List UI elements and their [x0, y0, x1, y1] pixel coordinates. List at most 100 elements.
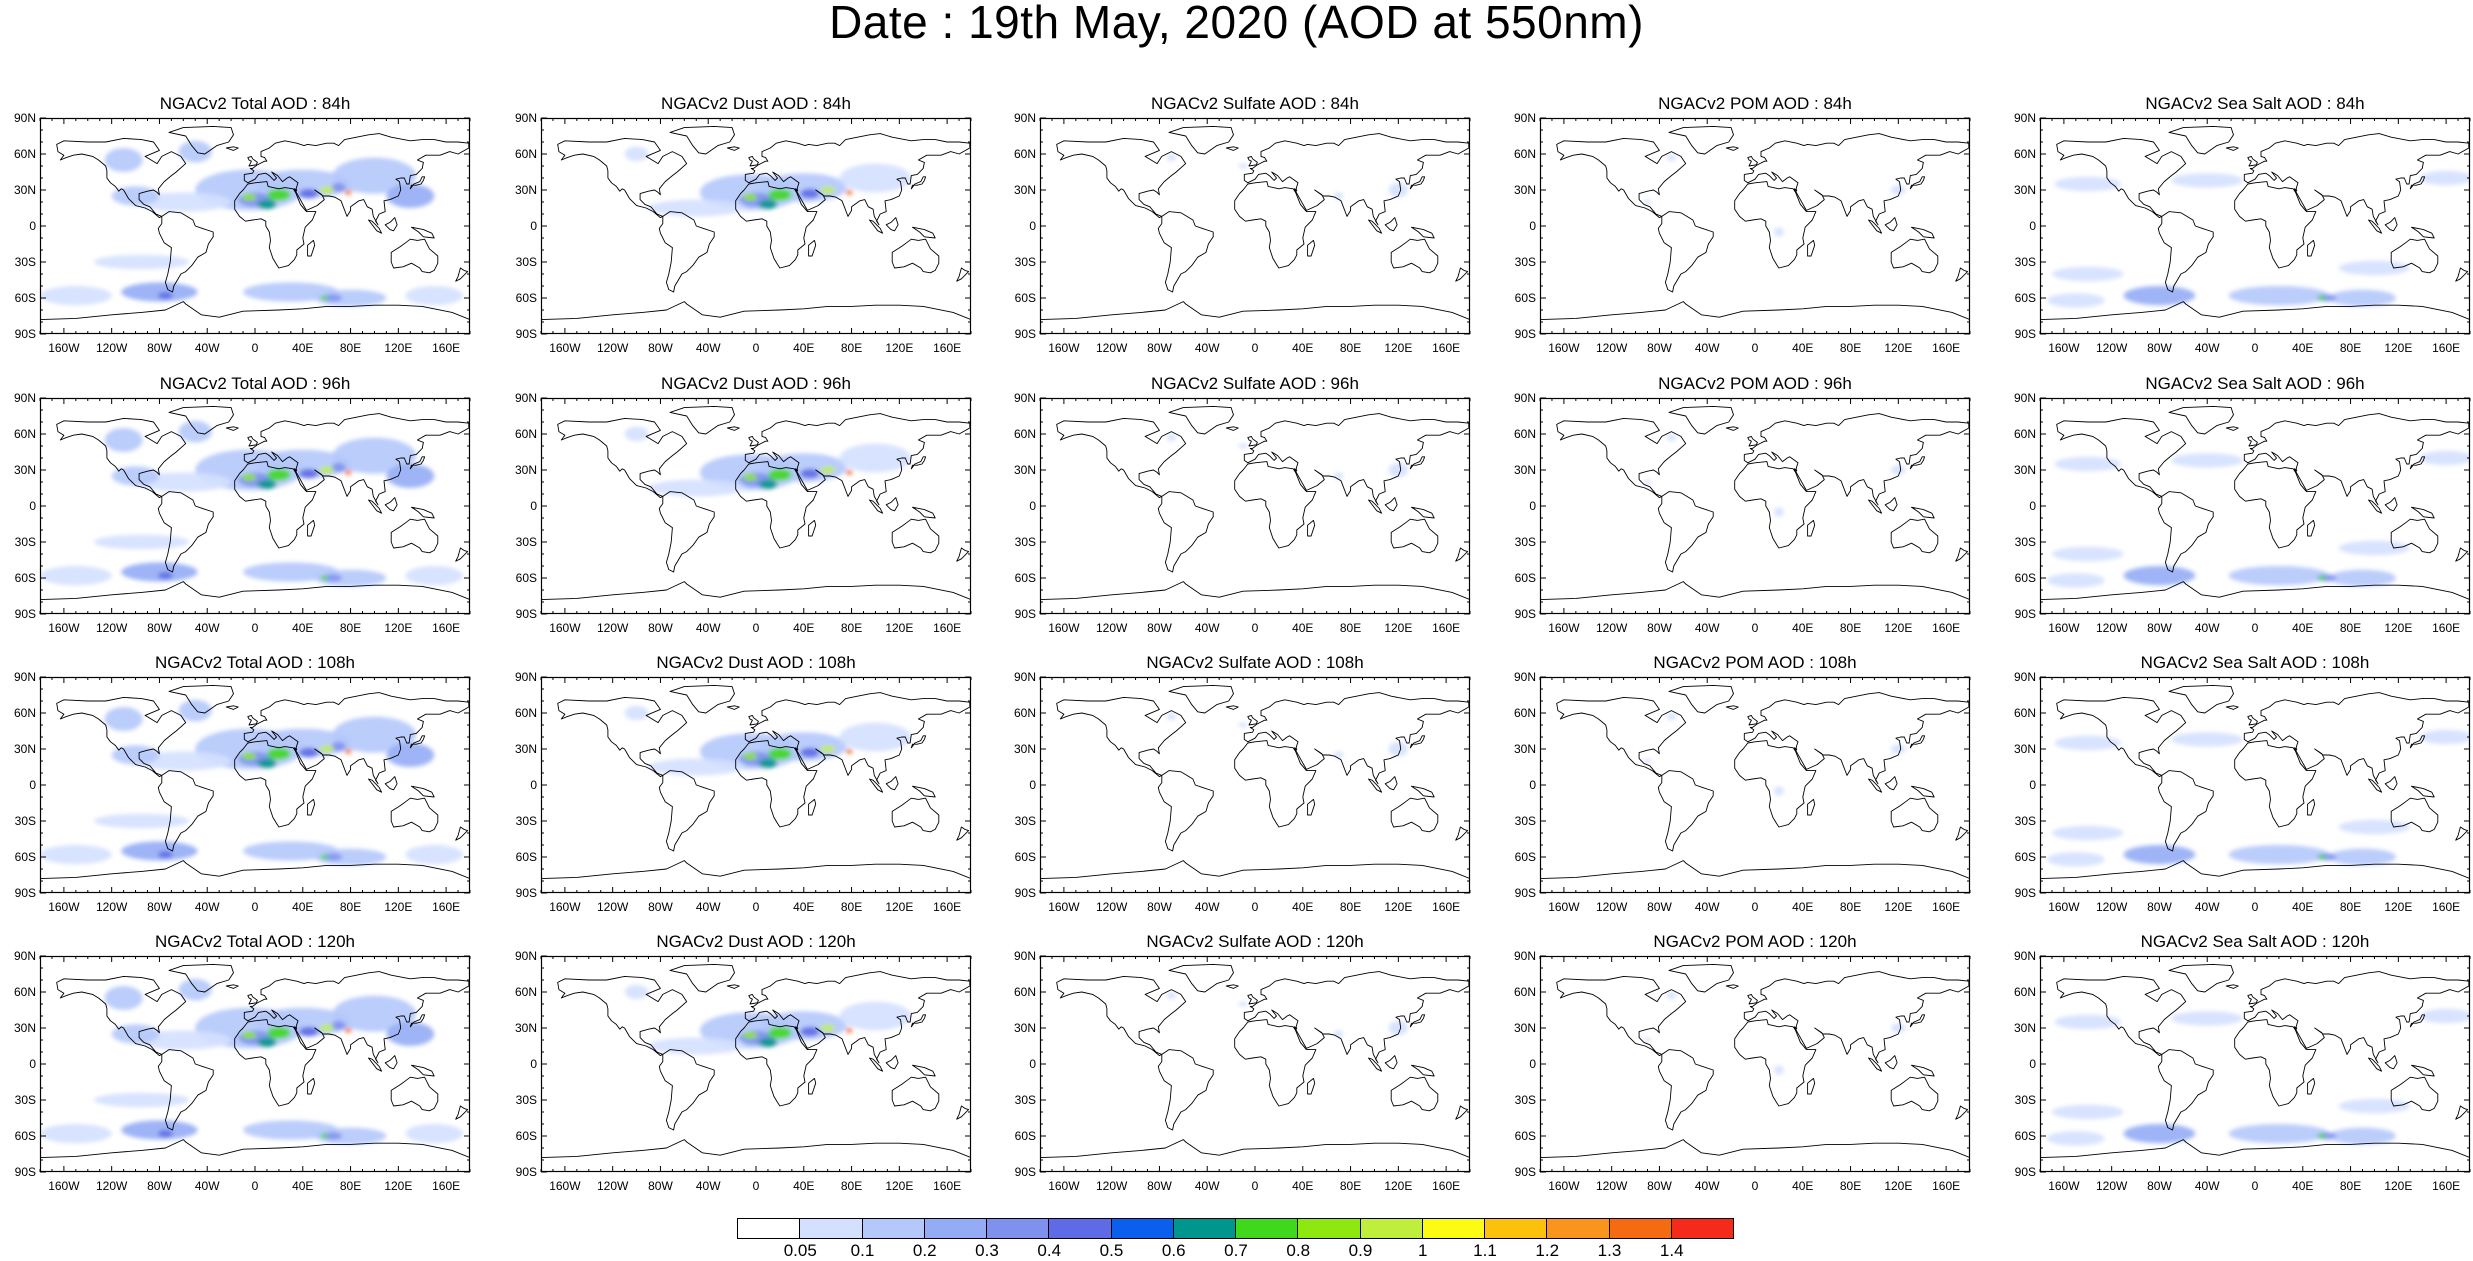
lon-tick-label: 120E [1884, 900, 1913, 914]
coastline-new-zealand [1955, 826, 1969, 841]
coastline-africa [735, 740, 818, 828]
aod-field-patch [104, 986, 143, 1010]
coastline-borneo [1884, 497, 1898, 512]
lon-tick-label: 120E [885, 621, 914, 635]
aod-field-patch [178, 420, 212, 443]
coastline-britain [2247, 993, 2258, 1005]
aod-field-patch [323, 574, 343, 582]
aod-field-patch [299, 1026, 319, 1037]
coastline-greenland [1168, 405, 1234, 435]
lon-tick-label: 160E [2432, 341, 2461, 355]
lon-tick-label: 160W [2048, 1179, 2080, 1193]
coastline-new-guinea [1411, 785, 1435, 798]
coastline-japan [1409, 176, 1426, 190]
coastline-antarctic-coast [1540, 860, 1970, 880]
lon-tick-label: 0 [1251, 341, 1259, 355]
lon-tick-label: 40E [2292, 621, 2314, 635]
aod-field-patch [178, 699, 212, 722]
lat-tick-label: 60S [1514, 291, 1536, 305]
aod-field-patch [93, 1092, 190, 1108]
lat-tick-label: 30N [2013, 742, 2036, 756]
coastline-arabia-sinai [2293, 188, 2298, 193]
lat-tick-label: 90S [1014, 327, 1036, 341]
lat-tick-label: 90N [1013, 949, 1036, 963]
colorbar-level-label: 0.8 [1286, 1241, 1311, 1260]
lat-tick-label: 0 [1529, 778, 1536, 792]
aod-field-patch [758, 199, 778, 210]
lon-tick-label: 160W [48, 1179, 80, 1193]
lon-tick-label: 120W [1595, 621, 1628, 635]
coastline-new-zealand [1455, 826, 1469, 841]
coastline-iceland [726, 146, 740, 151]
lat-tick-label: 90N [1513, 670, 1536, 684]
aod-field-patch [1891, 744, 1906, 754]
coastline-antarctic-coast [541, 860, 971, 880]
coastline-madagascar [2307, 519, 2316, 537]
lat-tick-label: 30S [14, 535, 36, 549]
lat-tick-label: 90N [1513, 111, 1536, 125]
aod-field-patch [742, 1031, 758, 1039]
lon-tick-label: 80W [1647, 341, 1672, 355]
aod-field-patch [158, 851, 173, 859]
coastline-madagascar [1307, 1077, 1316, 1095]
coastline-south-america [2157, 211, 2214, 293]
coastline-north-america [1056, 696, 1187, 778]
lat-tick-label: 90S [515, 327, 537, 341]
map-sulfate [1039, 676, 1471, 894]
lat-tick-label: 30N [13, 1021, 36, 1035]
aod-field-patch [1388, 741, 1408, 757]
aod-field-patch [2052, 825, 2124, 841]
lon-tick-label: 0 [752, 1179, 760, 1193]
lon-tick-label: 80W [2147, 1179, 2172, 1193]
coastline-japan [910, 735, 927, 749]
coastline-madagascar [307, 1077, 316, 1095]
aod-field-patch [40, 286, 112, 306]
lat-tick-label: 60N [13, 427, 36, 441]
lat-tick-label: 90N [514, 111, 537, 125]
lat-tick-label: 60S [515, 291, 537, 305]
lat-tick-label: 90S [1514, 1165, 1536, 1179]
aod-field-patch [845, 190, 853, 195]
lon-tick-label: 160E [2432, 621, 2461, 635]
coastline-eurasia [2243, 971, 2470, 1064]
coastline-sumatra [869, 1057, 884, 1072]
lat-tick-label: 90S [2014, 886, 2036, 900]
coastline-africa [234, 181, 317, 269]
coastline-britain [748, 993, 759, 1005]
coastline-south-america [157, 491, 214, 573]
lon-tick-label: 120W [95, 341, 128, 355]
coastline-new-guinea [1911, 506, 1935, 519]
coastline-britain [2247, 435, 2258, 447]
map-panel-seasalt: NGACv2 Sea Salt AOD : 120h 90N 60N 30N 0 30S 6… [2000, 930, 2473, 1202]
aod-field-patch [2123, 845, 2196, 865]
lat-tick-label: 30N [13, 183, 36, 197]
aod-field-patch [111, 1024, 160, 1044]
coastline-new-zealand [455, 547, 469, 562]
lat-tick-label: 30N [2013, 463, 2036, 477]
lon-tick-label: 120E [1884, 341, 1913, 355]
aod-field-patch [104, 148, 143, 172]
panel-title: NGACv2 Total AOD : 84h [159, 94, 351, 113]
lat-tick-label: 30S [515, 255, 537, 269]
coastline-japan [2409, 735, 2426, 749]
aod-field-patch [93, 254, 190, 270]
map-panel-seasalt: NGACv2 Sea Salt AOD : 108h 90N 60N 30N 0 30S 6… [2000, 651, 2473, 923]
aod-field-patch [2338, 260, 2411, 276]
lon-tick-label: 80W [648, 621, 673, 635]
coastline-britain [1247, 155, 1258, 167]
aod-field-patch [624, 426, 649, 442]
lon-tick-label: 160W [1548, 900, 1580, 914]
aod-field-patch [2047, 293, 2105, 308]
coastline-arabia-sinai [794, 188, 799, 193]
coastline-sumatra [2368, 499, 2383, 514]
coastline-eurasia [744, 133, 971, 226]
coastline-sumatra [368, 219, 383, 234]
colorbar-swatch [799, 1218, 863, 1239]
aod-field-patch [323, 294, 343, 302]
lon-tick-label: 40E [1292, 900, 1314, 914]
coastline-new-guinea [2411, 226, 2435, 239]
lon-tick-label: 160E [1432, 341, 1461, 355]
lon-tick-label: 80W [2147, 621, 2172, 635]
coastline-north-america [557, 975, 688, 1057]
lon-tick-label: 120W [596, 341, 629, 355]
